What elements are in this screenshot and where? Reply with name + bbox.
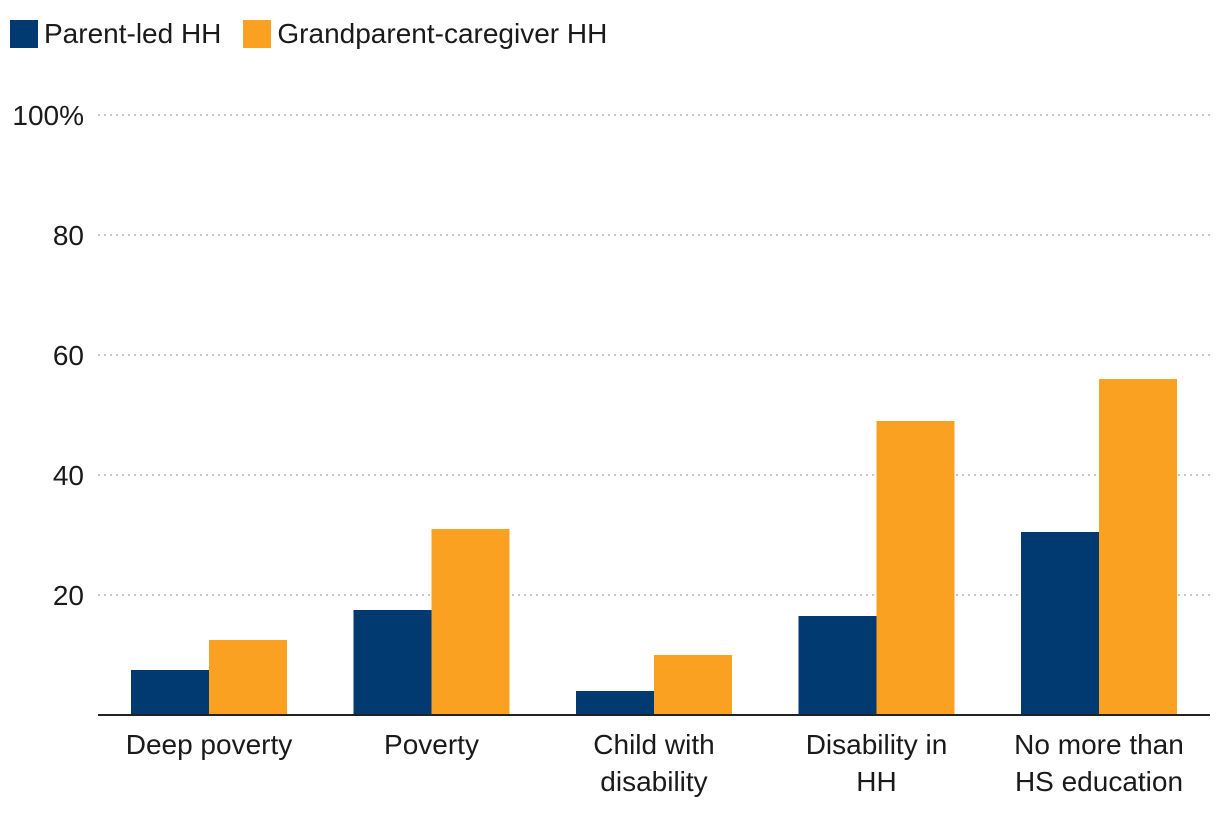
x-category-label-4-0: No more than [1014, 729, 1184, 760]
legend-label-parent-led: Parent-led HH [44, 18, 222, 49]
legend-swatch-parent-led [10, 20, 38, 48]
x-category-label-2-1: disability [600, 766, 707, 797]
legend-swatch-grandparent [243, 20, 272, 48]
bar-grandparent-4 [1099, 379, 1177, 715]
bar-parent-led-4 [1021, 532, 1099, 715]
legend: Parent-led HH Grandparent-caregiver HH [10, 18, 607, 50]
x-category-label-3-0: Disability in [806, 729, 948, 760]
bar-grandparent-2 [654, 655, 732, 715]
x-category-label-3-1: HH [856, 766, 896, 797]
bar-grandparent-0 [209, 640, 287, 715]
x-category-label-0-0: Deep poverty [126, 729, 293, 760]
legend-item-grandparent: Grandparent-caregiver HH [243, 18, 607, 50]
y-tick-label-0: 20 [53, 580, 84, 611]
bar-grandparent-3 [876, 421, 955, 715]
y-tick-label-1: 40 [53, 460, 84, 491]
bar-parent-led-3 [798, 616, 877, 715]
y-tick-label-2: 60 [53, 340, 84, 371]
x-category-label-4-1: HS education [1015, 766, 1183, 797]
x-category-label-2-0: Child with [593, 729, 714, 760]
legend-label-grandparent: Grandparent-caregiver HH [277, 18, 608, 49]
bar-grandparent-1 [431, 529, 510, 715]
bar-parent-led-2 [576, 691, 654, 715]
bar-parent-led-0 [131, 670, 209, 715]
legend-item-parent-led: Parent-led HH [10, 18, 221, 50]
y-tick-label-3: 80 [53, 220, 84, 251]
bar-parent-led-1 [353, 610, 432, 715]
x-category-label-1-0: Poverty [384, 729, 479, 760]
y-tick-label-4: 100% [12, 100, 84, 131]
